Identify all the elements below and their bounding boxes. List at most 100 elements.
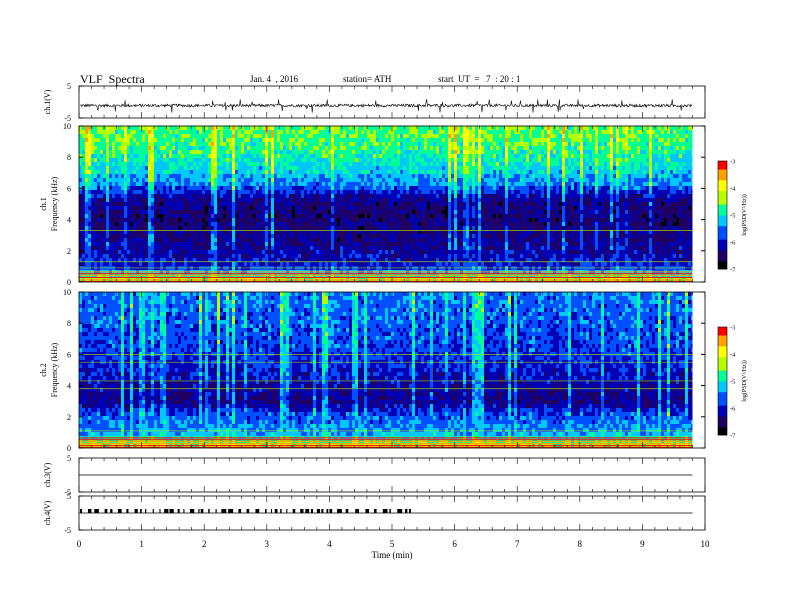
ch1-spectrogram-cell <box>331 278 335 283</box>
ch1-spectrogram-cell <box>226 198 230 203</box>
ch1-spectrogram-cell <box>211 130 215 135</box>
ch1-spectrogram-cell <box>124 142 128 147</box>
ch1-spectrogram-cell <box>331 202 335 207</box>
ch1-spectrogram-cell <box>313 190 317 195</box>
ch1-spectrogram-cell <box>367 142 371 147</box>
ch1-spectrogram-cell <box>325 186 329 191</box>
ch1-spectrogram-cell <box>319 230 323 235</box>
ch1-spectrogram-cell <box>235 198 239 203</box>
ch1-spectrogram-cell <box>127 238 131 243</box>
ch1-spectrogram-cell <box>277 146 281 151</box>
ch1-spectrogram-cell <box>295 238 299 243</box>
ch1-spectrogram-cell <box>235 138 239 143</box>
ch1-spectrogram-cell <box>394 150 398 155</box>
ch1-spectrogram-cell <box>424 126 428 131</box>
ch1-spectrogram-cell <box>301 254 305 259</box>
ch1-spectrogram-cell <box>103 238 107 243</box>
ch1-spectrogram-cell <box>367 222 371 227</box>
ch1-spectrogram-cell <box>394 182 398 187</box>
ch1-spectrogram-cell <box>256 162 260 167</box>
ch1-spectrogram-cell <box>247 214 251 219</box>
ch1-spectrogram-cell <box>94 254 98 259</box>
ch1-spectrogram-cell <box>79 226 83 231</box>
ch1-spectrogram-cell <box>430 262 434 267</box>
ch1-spectrogram-cell <box>325 138 329 143</box>
ch1-spectrogram-cell <box>82 166 86 171</box>
ch1-spectrogram-cell <box>346 246 350 251</box>
ch1-spectrogram-cell <box>286 246 290 251</box>
ch1-spectrogram-cell <box>148 262 152 267</box>
ch1-spectrogram-cell <box>454 190 458 195</box>
ch1-spectrogram-cell <box>97 222 101 227</box>
ch1-spectrogram-cell <box>442 194 446 199</box>
ch1-spectrogram-cell <box>385 222 389 227</box>
ch1-spectrogram-cell <box>118 198 122 203</box>
ch1-spectrogram-cell <box>436 142 440 147</box>
ch1-spectrogram-cell <box>148 126 152 131</box>
ch1-spectrogram-cell <box>376 214 380 219</box>
ch1-spectrogram-cell <box>418 134 422 139</box>
ch1-spectrogram-cell <box>271 178 275 183</box>
ch1-spectrogram-cell <box>289 142 293 147</box>
ch1-spectrogram-cell <box>424 186 428 191</box>
ch1-spectrogram-cell <box>103 254 107 259</box>
ch1-spectrogram-cell <box>256 138 260 143</box>
ch1-spectrogram-cell <box>436 154 440 159</box>
ch1-spectrogram-cell <box>367 246 371 251</box>
ch1-spectrogram-cell <box>253 126 257 131</box>
ch1-spectrogram-cell <box>319 174 323 179</box>
ch1-spectrogram-cell <box>355 158 359 163</box>
ch1-spectrogram-cell <box>460 226 464 231</box>
ch1-spectrogram-cell <box>253 178 257 183</box>
ch1-spectrogram-cell <box>139 198 143 203</box>
ch1-spectrogram-cell <box>91 274 95 279</box>
ch1-spectrogram-cell <box>298 198 302 203</box>
ch1-spectrogram-cell <box>370 134 374 139</box>
ch1-spectrogram-cell <box>250 166 254 171</box>
ch1-spectrogram-cell <box>115 134 119 139</box>
ch1-spectrogram-cell <box>424 234 428 239</box>
ch1-spectrogram-cell <box>88 138 92 143</box>
ch1-spectrogram-cell <box>433 154 437 159</box>
ch1-spectrogram-cell <box>187 178 191 183</box>
ch1-spectrogram-cell <box>439 190 443 195</box>
ch1-spectrogram-cell <box>430 158 434 163</box>
ch1-spectrogram-cell <box>202 170 206 175</box>
ch1-spectrogram-cell <box>127 150 131 155</box>
ch1-spectrogram-cell <box>268 174 272 179</box>
ch1-spectrogram-cell <box>274 258 278 263</box>
ch1-spectrogram-cell <box>382 218 386 223</box>
ch1-spectrogram-cell <box>184 170 188 175</box>
ch1-spectrogram-cell <box>274 218 278 223</box>
ch1-spectrogram-cell <box>280 154 284 159</box>
ch1-spectrogram-cell <box>430 250 434 255</box>
ch1-spectrogram-cell <box>367 134 371 139</box>
ch1-spectrogram-cell <box>328 162 332 167</box>
ch1-spectrogram-cell <box>223 210 227 215</box>
ch1-spectrogram-cell <box>235 214 239 219</box>
ch1-spectrogram-cell <box>343 142 347 147</box>
ch1-spectrogram-cell <box>136 198 140 203</box>
ch1-spectrogram-cell <box>409 210 413 215</box>
ch1-spectrogram-cell <box>115 158 119 163</box>
ch1-spectrogram-cell <box>316 202 320 207</box>
ch1-spectrogram-cell <box>409 254 413 259</box>
ch1-spectrogram-cell <box>406 166 410 171</box>
ch1-spectrogram-cell <box>457 222 461 227</box>
ch1-spectrogram-cell <box>301 206 305 211</box>
ch1-spectrogram-cell <box>208 198 212 203</box>
ch1-spectrogram-cell <box>355 138 359 143</box>
ch1-spectrogram-cell <box>277 250 281 255</box>
ch1-spectrogram-cell <box>271 134 275 139</box>
ch1-spectrogram-cell <box>319 186 323 191</box>
ch1-spectrogram-cell <box>409 242 413 247</box>
ch1-spectrogram-cell <box>325 178 329 183</box>
ch1-spectrogram-cell <box>100 130 104 135</box>
ch1-spectrogram-cell <box>307 222 311 227</box>
ch1-spectrogram-cell <box>292 166 296 171</box>
ch1-spectrogram-cell <box>262 234 266 239</box>
ch1-spectrogram-cell <box>229 178 233 183</box>
ch1-spectrogram-cell <box>250 186 254 191</box>
ch1-spectrogram-cell <box>79 278 83 283</box>
ch1-spectrogram-cell <box>250 162 254 167</box>
